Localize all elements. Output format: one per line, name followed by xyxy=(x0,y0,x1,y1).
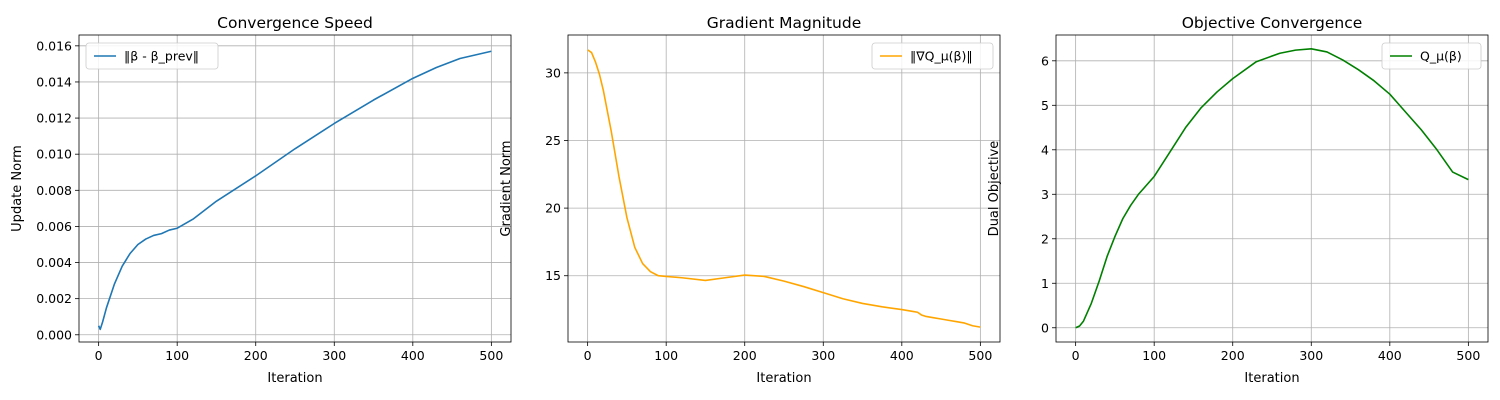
x-tick-label: 0 xyxy=(584,348,592,363)
legend: ‖∇Q_μ(β)‖ xyxy=(871,42,994,70)
x-tick-label: 200 xyxy=(1221,348,1245,363)
x-tick-label: 300 xyxy=(322,348,346,363)
legend-label: Q_μ(β) xyxy=(1420,49,1462,64)
y-tick-label: 30 xyxy=(545,65,561,80)
legend-label: ‖∇Q_μ(β)‖ xyxy=(910,49,973,64)
x-tick-label: 500 xyxy=(479,348,503,363)
axes-frame xyxy=(567,34,1001,343)
x-tick-label: 300 xyxy=(811,348,835,363)
series-line xyxy=(1075,47,1469,329)
y-tick-label: 0 xyxy=(1041,320,1049,335)
x-tick-label: 100 xyxy=(165,348,189,363)
x-axis-label: Iteration xyxy=(1244,371,1299,386)
x-tick-label: 500 xyxy=(968,348,992,363)
y-tick-label: 5 xyxy=(1041,98,1049,113)
y-axis-label: Dual Objective xyxy=(987,141,1002,237)
legend-box xyxy=(1381,42,1482,70)
chart-title: Gradient Magnitude xyxy=(707,14,862,32)
legend: Q_μ(β) xyxy=(1381,42,1482,70)
legend-box xyxy=(871,42,994,70)
x-tick-label: 400 xyxy=(401,348,425,363)
chart-title: Convergence Speed xyxy=(217,14,373,32)
x-tick-label: 400 xyxy=(1378,348,1402,363)
y-tick-label: 0.010 xyxy=(36,147,72,162)
x-tick-label: 0 xyxy=(95,348,103,363)
y-tick-label: 0.012 xyxy=(36,111,72,126)
y-tick-label: 6 xyxy=(1041,53,1049,68)
y-tick-label: 0.000 xyxy=(36,327,72,342)
axes-frame xyxy=(78,34,512,343)
x-tick-label: 0 xyxy=(1072,348,1080,363)
x-tick-label: 400 xyxy=(890,348,914,363)
y-tick-label: 0.006 xyxy=(36,219,72,234)
legend-label: ‖β - β_prev‖ xyxy=(124,49,199,64)
y-tick-label: 20 xyxy=(545,201,561,216)
x-tick-label: 100 xyxy=(654,348,678,363)
x-axis-label: Iteration xyxy=(267,371,322,386)
chart-panel-2: 0 100 200 300 400 500 15 20 25 30 Gradient Magnitu… xyxy=(499,14,1001,386)
y-tick-label: 2 xyxy=(1041,231,1049,246)
y-tick-label: 3 xyxy=(1041,187,1049,202)
legend-box xyxy=(85,42,219,70)
x-tick-label: 100 xyxy=(1142,348,1166,363)
y-tick-label: 0.008 xyxy=(36,183,72,198)
x-axis-label: Iteration xyxy=(756,371,811,386)
chart-panel-3: 0 100 200 300 400 500 0 1 2 3 4 5 6 Objective Converg… xyxy=(987,14,1489,386)
x-tick-label: 200 xyxy=(733,348,757,363)
series-line xyxy=(587,49,981,328)
axes-frame xyxy=(1055,34,1489,343)
x-tick-label: 500 xyxy=(1456,348,1480,363)
y-tick-label: 1 xyxy=(1041,276,1049,291)
y-tick-label: 0.014 xyxy=(36,74,72,89)
chart-title: Objective Convergence xyxy=(1182,14,1363,32)
series-line xyxy=(97,50,492,331)
y-tick-label: 0.004 xyxy=(36,255,72,270)
x-tick-label: 200 xyxy=(244,348,268,363)
y-tick-label: 0.002 xyxy=(36,291,72,306)
legend: ‖β - β_prev‖ xyxy=(85,42,219,70)
y-tick-label: 4 xyxy=(1041,142,1049,157)
x-tick-label: 300 xyxy=(1299,348,1323,363)
y-axis-label: Gradient Norm xyxy=(499,140,514,236)
y-tick-label: 25 xyxy=(545,133,561,148)
y-tick-label: 15 xyxy=(545,268,561,283)
y-axis-label: Update Norm xyxy=(10,145,25,232)
chart-panel-1: 0 100 200 300 400 500 0.000 0.002 0.004 0.006 0.00… xyxy=(10,14,512,386)
y-tick-label: 0.016 xyxy=(36,38,72,53)
